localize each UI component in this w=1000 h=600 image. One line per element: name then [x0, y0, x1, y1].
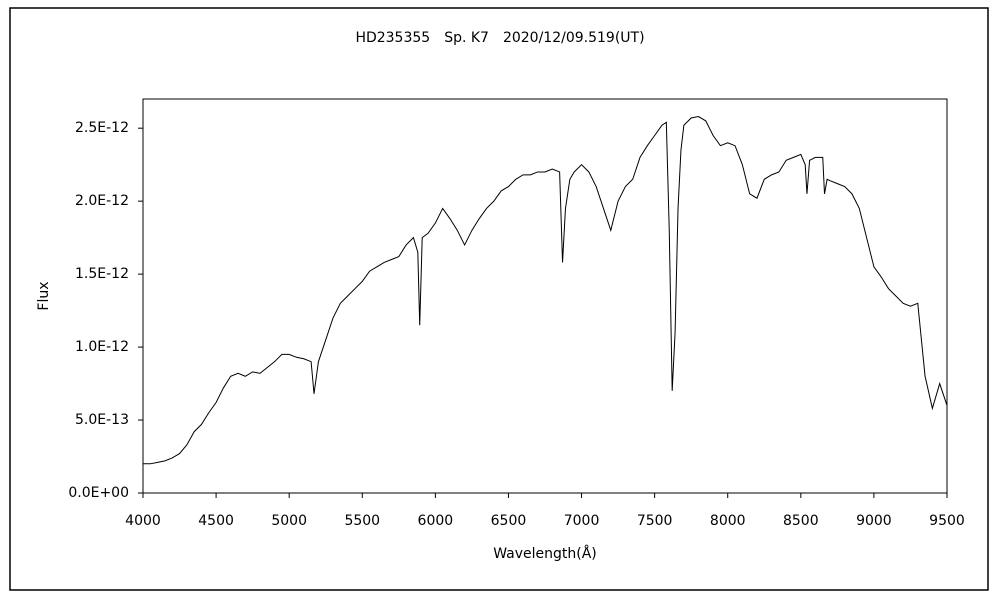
x-tick-label: 6500: [491, 513, 527, 529]
x-axis-label: Wavelength(Å): [493, 545, 597, 562]
y-tick-label: 5.0E-13: [75, 412, 129, 428]
x-tick-label: 7500: [637, 513, 673, 529]
y-tick-label: 2.5E-12: [75, 120, 129, 136]
y-tick-label: 0.0E+00: [68, 485, 129, 501]
y-tick-label: 1.0E-12: [75, 339, 129, 355]
x-tick-label: 6000: [418, 513, 454, 529]
x-tick-label: 8000: [710, 513, 746, 529]
x-tick-label: 7000: [564, 513, 600, 529]
x-tick-label: 5000: [271, 513, 307, 529]
chart-title: HD235355 Sp. K7 2020/12/09.519(UT): [355, 30, 644, 46]
x-tick-label: 8500: [783, 513, 819, 529]
y-axis-label: Flux: [36, 281, 52, 310]
x-tick-label: 5500: [344, 513, 380, 529]
plot-area: [142, 98, 948, 494]
y-tick-label: 2.0E-12: [75, 193, 129, 209]
x-tick-label: 4500: [198, 513, 234, 529]
x-tick-label: 4000: [125, 513, 161, 529]
y-tick-label: 1.5E-12: [75, 266, 129, 282]
x-tick-label: 9500: [929, 513, 965, 529]
spectrum-line: [143, 115, 948, 465]
x-tick-label: 9000: [856, 513, 892, 529]
